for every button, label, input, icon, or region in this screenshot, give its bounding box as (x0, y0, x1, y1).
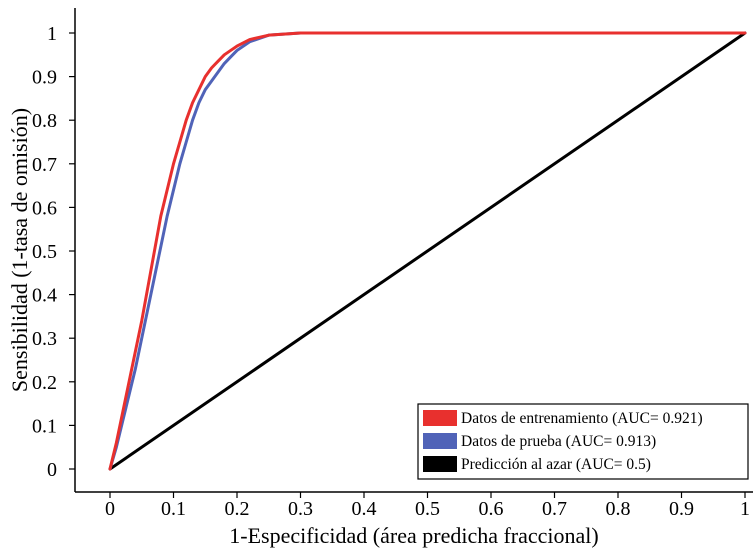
y-tick-label: 0.4 (32, 285, 57, 307)
y-tick-label: 0.3 (32, 328, 57, 350)
y-tick-label: 1 (47, 23, 57, 45)
test-series-line (108, 31, 747, 471)
legend-swatch-test (423, 433, 457, 449)
x-axis-title: 1-Especificidad (área predicha fracciona… (229, 523, 599, 548)
legend-box (417, 403, 749, 480)
training-series-line (108, 31, 747, 471)
y-axis-ticks: 0 0.1 0.2 0.3 0.4 0.5 0.6 0.7 0.8 0.9 1 (32, 23, 75, 481)
legend: Datos de entrenamiento (AUC= 0.921) Datos… (417, 403, 749, 480)
x-tick-label: 0.2 (225, 498, 250, 520)
y-axis-title: Sensibilidad (1-tasa de omisión) (7, 108, 32, 392)
y-tick-label: 0.8 (32, 110, 57, 132)
x-tick-label: 0.1 (161, 498, 186, 520)
y-tick-label: 0.7 (32, 154, 57, 176)
legend-label-test: Datos de prueba (AUC= 0.913) (461, 433, 656, 450)
random-series-line (108, 31, 747, 471)
x-tick-label: 0.5 (415, 498, 440, 520)
y-tick-label: 0.6 (32, 197, 57, 219)
legend-label-random: Predicción al azar (AUC= 0.5) (461, 456, 651, 473)
x-tick-label: 0.7 (542, 498, 567, 520)
y-tick-label: 0 (47, 459, 57, 481)
x-tick-label: 0.3 (288, 498, 313, 520)
y-tick-label: 0.2 (32, 372, 57, 394)
plot-frame (74, 8, 753, 493)
x-tick-label: 0.9 (669, 498, 694, 520)
x-axis-ticks: 0 0.1 0.2 0.3 0.4 0.5 0.6 0.7 0.8 0.9 1 (105, 492, 750, 520)
y-tick-label: 0.5 (32, 241, 57, 263)
legend-label-training: Datos de entrenamiento (AUC= 0.921) (461, 410, 703, 427)
legend-swatch-random (423, 456, 457, 472)
y-tick-label: 0.9 (32, 67, 57, 89)
y-tick-label: 0.1 (32, 415, 57, 437)
x-tick-label: 0.8 (606, 498, 631, 520)
series-layer (108, 31, 747, 471)
x-tick-label: 0 (105, 498, 115, 520)
x-tick-label: 0.6 (479, 498, 504, 520)
x-tick-label: 0.4 (352, 498, 377, 520)
legend-swatch-training (423, 410, 457, 426)
x-tick-label: 1 (740, 498, 750, 520)
